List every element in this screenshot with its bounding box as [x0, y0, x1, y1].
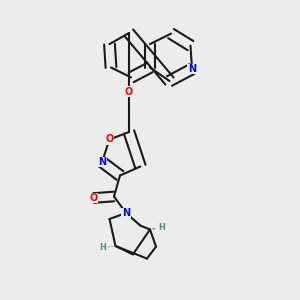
Text: O: O: [125, 86, 133, 97]
Text: N: N: [122, 208, 130, 218]
Text: N: N: [98, 157, 106, 167]
Text: H: H: [158, 223, 165, 232]
Text: O: O: [89, 193, 98, 203]
Text: H: H: [100, 243, 106, 252]
Text: N: N: [188, 64, 196, 74]
Text: O: O: [105, 134, 114, 145]
